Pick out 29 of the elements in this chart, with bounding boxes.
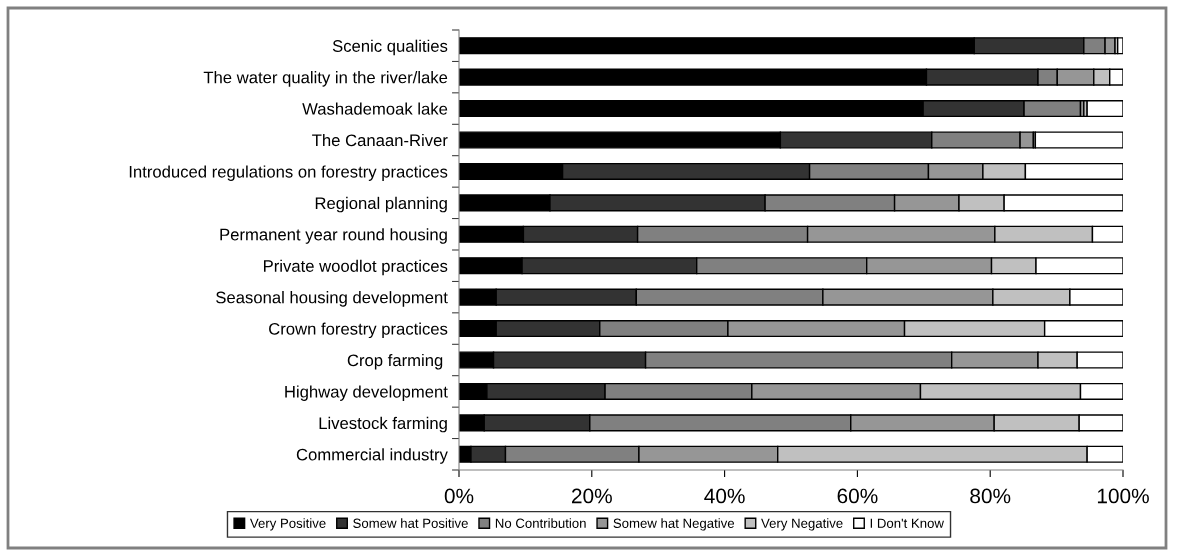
legend-label: No Contribution [495, 518, 586, 528]
x-tick-label: 20% [572, 488, 612, 504]
y-tick-label: Washademoak lake [302, 102, 448, 115]
y-tick-label: Regional planning [315, 196, 447, 213]
y-tick-label: Livestock farming [319, 416, 447, 433]
y-tick-label: Scenic qualities [332, 39, 448, 56]
bar [1034, 131, 1123, 149]
y-tick-label: Crop farming [347, 353, 443, 370]
y-tick-label: Highway development [285, 385, 448, 401]
y-tick-label: Permanent year round housing [220, 228, 447, 244]
x-tick-label: 40% [704, 488, 745, 504]
x-tick-label: 100% [1097, 488, 1149, 504]
y-tick-label: The Canaan-River [312, 133, 448, 147]
y-tick-label: Crown forestry practices [269, 322, 448, 339]
y-tick-label: The water quality in the river/lake [203, 71, 448, 87]
y-tick-label: Private woodlot practices [264, 259, 448, 276]
legend-label: Somew hat Positive [353, 518, 468, 528]
y-tick-label: Seasonal housing development [216, 291, 448, 307]
bar [1116, 37, 1123, 55]
legend-label: I Don't Know [870, 518, 944, 528]
x-tick-label: 60% [837, 488, 878, 504]
x-tick-label: 0% [444, 488, 474, 504]
legend-label: Very Positive [249, 518, 326, 531]
y-tick-label: Commercial industry [296, 448, 448, 464]
bar [1086, 100, 1123, 118]
legend-label: Somew hat Negative [613, 518, 735, 531]
x-tick-label: 80% [970, 488, 1011, 504]
legend-label: Very Negative [761, 518, 843, 531]
y-tick-label: Introduced regulations on forestry practices [129, 165, 448, 181]
